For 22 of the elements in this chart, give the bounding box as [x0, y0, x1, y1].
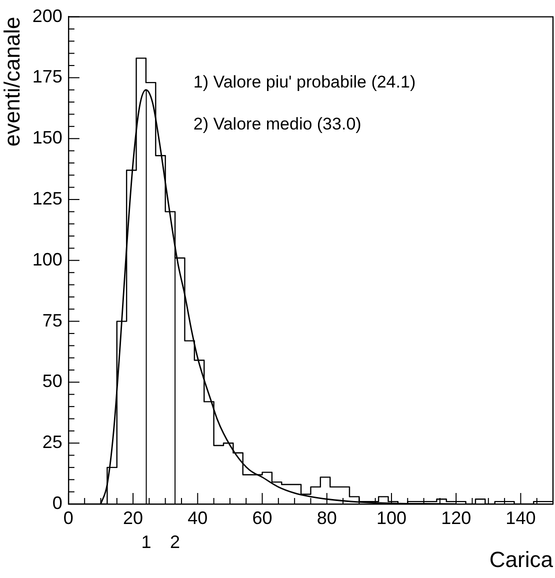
x-tick-label: 80 [316, 508, 337, 528]
y-tick-label: 100 [32, 249, 62, 270]
y-tick-label: 0 [52, 492, 62, 513]
x-tick-label: 60 [252, 508, 272, 528]
y-tick-label: 150 [32, 128, 62, 148]
annotation: 1) Valore piu' probabile (24.1) [193, 72, 416, 92]
annotation: 2 [170, 532, 180, 552]
x-tick-label: 20 [123, 508, 144, 528]
y-tick-label: 200 [32, 6, 62, 26]
annotation: 1 [141, 532, 152, 552]
x-tick-label: 100 [376, 508, 406, 528]
y-tick-label: 75 [42, 310, 62, 330]
x-tick-label: 40 [188, 508, 208, 528]
y-tick-label: 125 [32, 188, 62, 208]
y-tick-label: 25 [42, 432, 62, 452]
x-tick-label: 120 [441, 508, 472, 528]
annotation: 2) Valore medio (33.0) [193, 114, 362, 134]
y-tick-label: 50 [42, 371, 62, 392]
y-axis-title: eventi/canale [0, 16, 24, 146]
y-tick-label: 175 [32, 66, 62, 87]
x-tick-label: 140 [506, 508, 536, 528]
x-axis-title: Carica [489, 546, 554, 572]
